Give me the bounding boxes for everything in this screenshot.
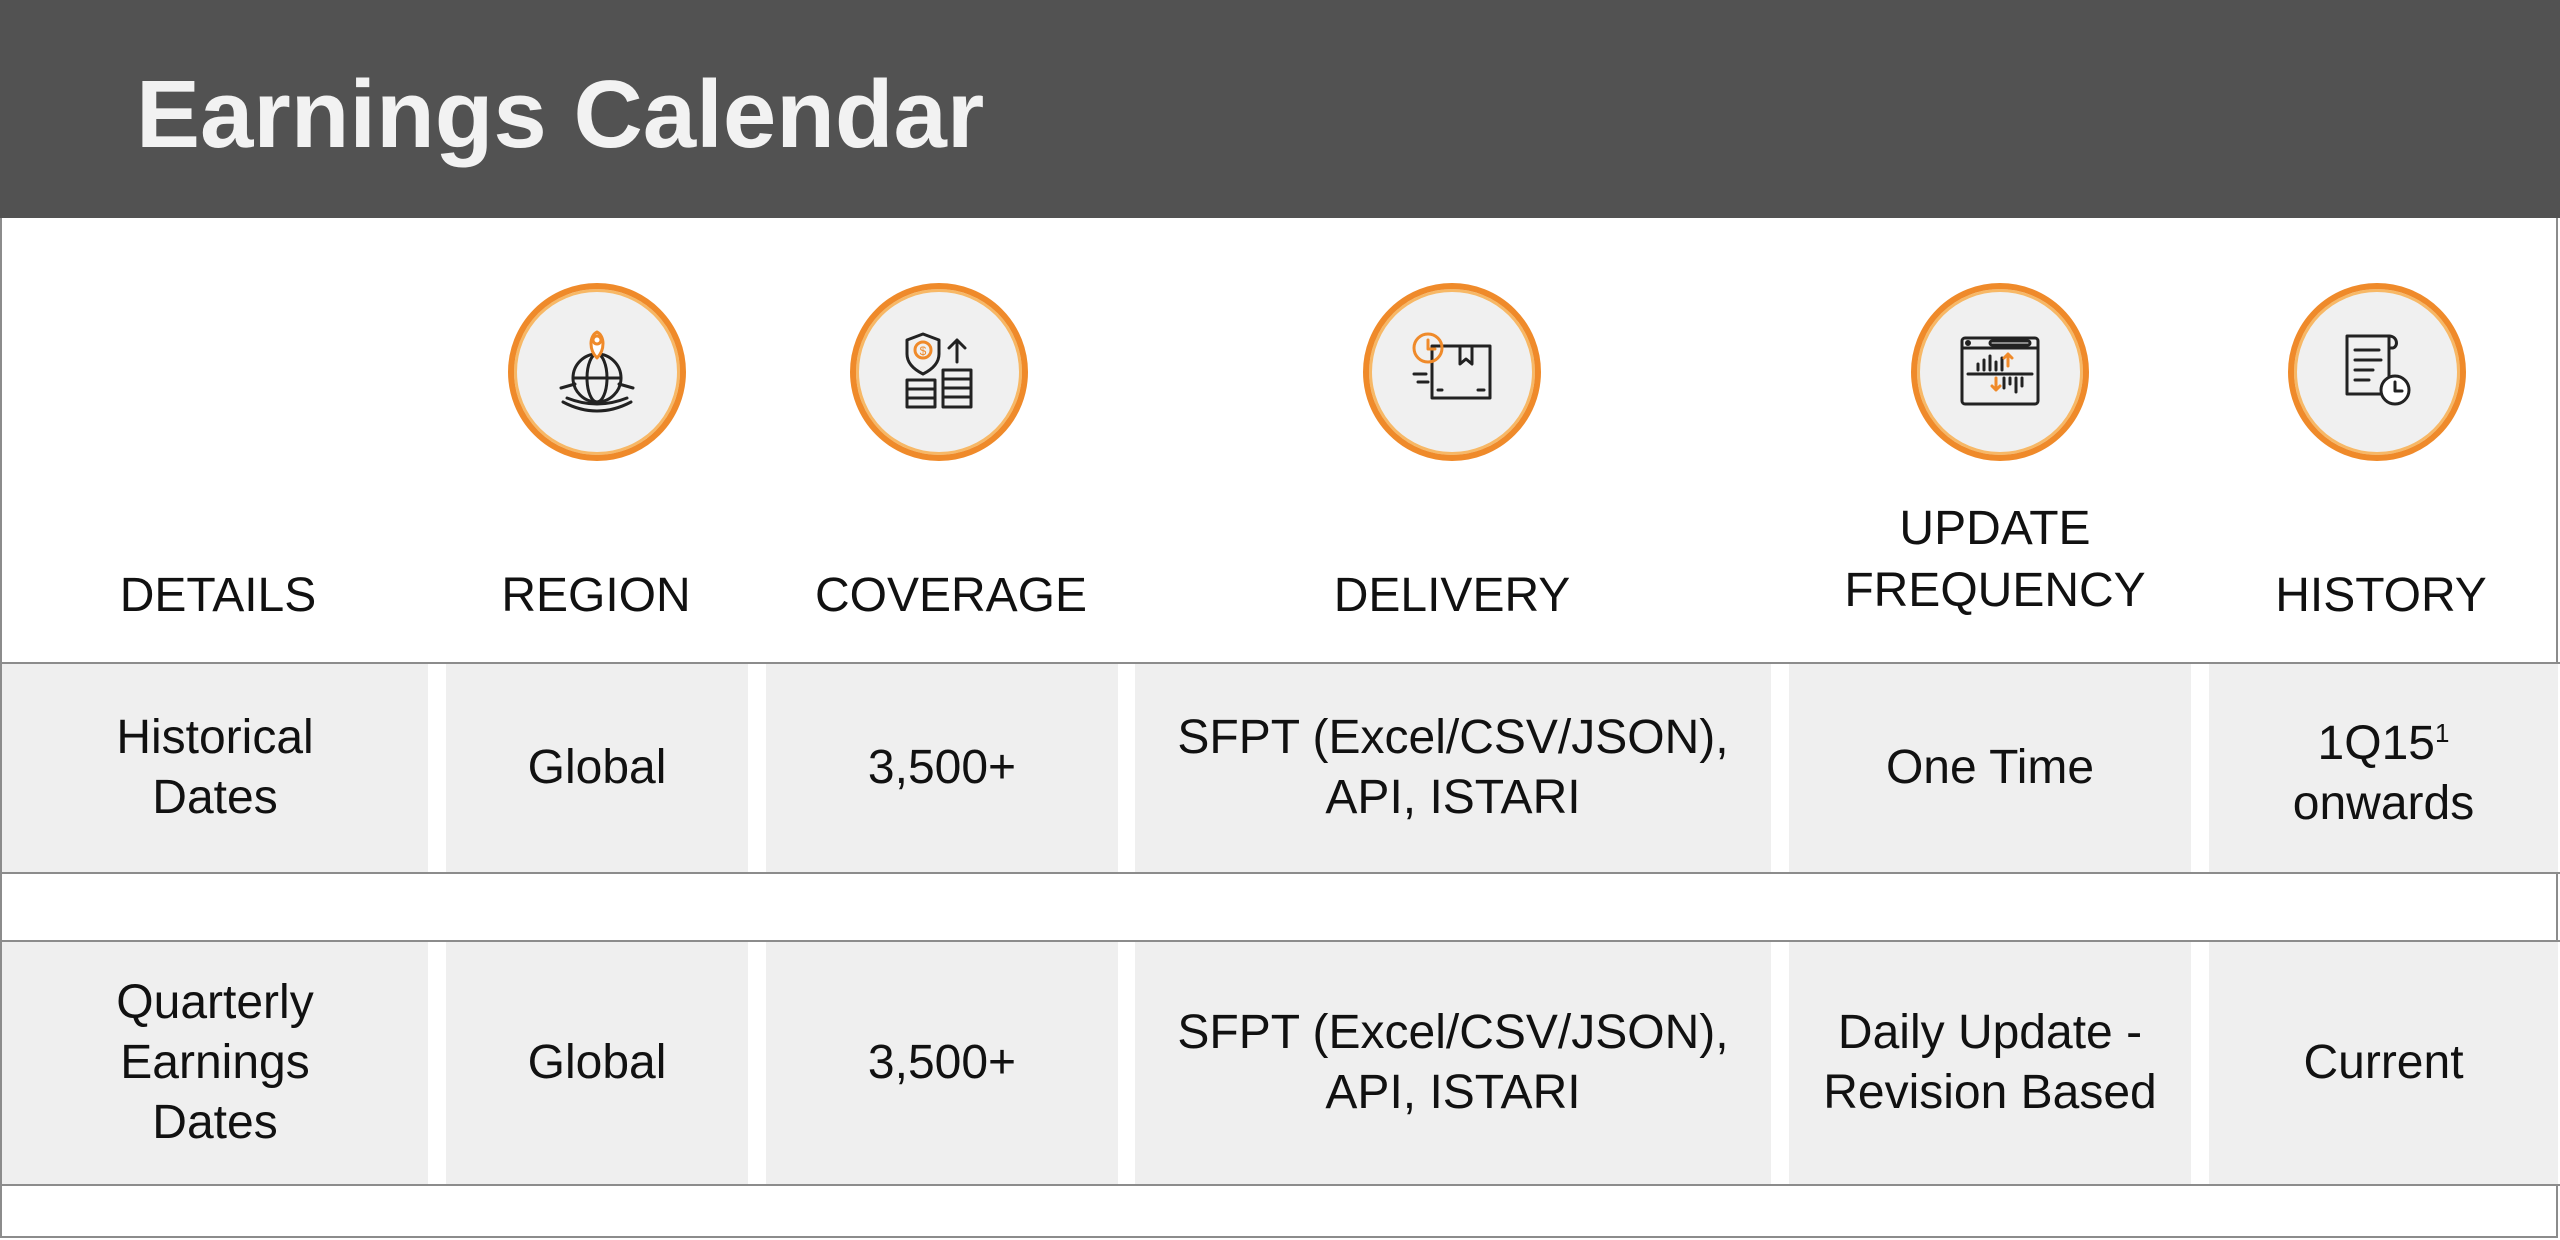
table-cell-region: Global <box>446 942 748 1184</box>
table-cell-coverage: 3,500+ <box>766 664 1118 872</box>
header-divider <box>0 662 2560 664</box>
table-cell-coverage: 3,500+ <box>766 942 1118 1184</box>
table-cell-details: Historical Dates <box>2 664 428 872</box>
cell-text: Dates <box>152 1096 278 1149</box>
header-delivery: DELIVERY <box>1333 569 1571 622</box>
row-divider <box>0 872 2560 874</box>
header-coverage: COVERAGE <box>814 569 1088 622</box>
svg-text:$: $ <box>920 344 927 358</box>
cell-text: Earnings <box>120 1036 310 1089</box>
package-clock-icon <box>1363 283 1541 461</box>
header-update-frequency-line2: FREQUENCY <box>1844 564 2146 617</box>
cell-text: SFPT (Excel/CSV/JSON), <box>1177 1006 1729 1059</box>
table-cell-update-frequency: One Time <box>1789 664 2191 872</box>
header-details: DETAILS <box>119 569 317 622</box>
cell-text: Quarterly <box>116 976 314 1029</box>
cell-text: Revision Based <box>1823 1066 2157 1119</box>
page-title: Earnings Calendar <box>136 61 985 168</box>
table-cell-history: Current <box>2209 942 2558 1184</box>
table-cell-region: Global <box>446 664 748 872</box>
shield-dollar-stack-icon: $ <box>850 283 1028 461</box>
cell-text: onwards <box>2292 776 2475 830</box>
table-cell-details: Quarterly Earnings Dates <box>2 942 428 1184</box>
table-cell-update-frequency: Daily Update - Revision Based <box>1789 942 2191 1184</box>
row-divider <box>0 940 2560 942</box>
table-cell-delivery: SFPT (Excel/CSV/JSON), API, ISTARI <box>1135 664 1771 872</box>
cell-text: API, ISTARI <box>1325 1066 1581 1119</box>
header-history: HISTORY <box>2275 569 2487 622</box>
globe-location-icon <box>508 283 686 461</box>
table-cell-delivery: SFPT (Excel/CSV/JSON), API, ISTARI <box>1135 942 1771 1184</box>
cell-text: Historical <box>116 711 314 764</box>
cell-text: Daily Update - <box>1837 1006 2143 1059</box>
cell-text: API, ISTARI <box>1325 771 1581 824</box>
table-cell-history: 1Q151 onwards <box>2209 664 2558 872</box>
cell-text: 1Q151 <box>2317 716 2450 770</box>
header-region: REGION <box>501 569 691 622</box>
header-update-frequency-line1: UPDATE <box>1899 502 2091 555</box>
title-bar: Earnings Calendar <box>0 0 2560 218</box>
dashboard-chart-icon <box>1911 283 2089 461</box>
row-divider <box>0 1184 2560 1186</box>
cell-text: Dates <box>152 771 278 824</box>
cell-text: SFPT (Excel/CSV/JSON), <box>1177 711 1729 764</box>
document-clock-icon <box>2288 283 2466 461</box>
header-update-frequency: UPDATE FREQUENCY <box>1790 498 2200 622</box>
